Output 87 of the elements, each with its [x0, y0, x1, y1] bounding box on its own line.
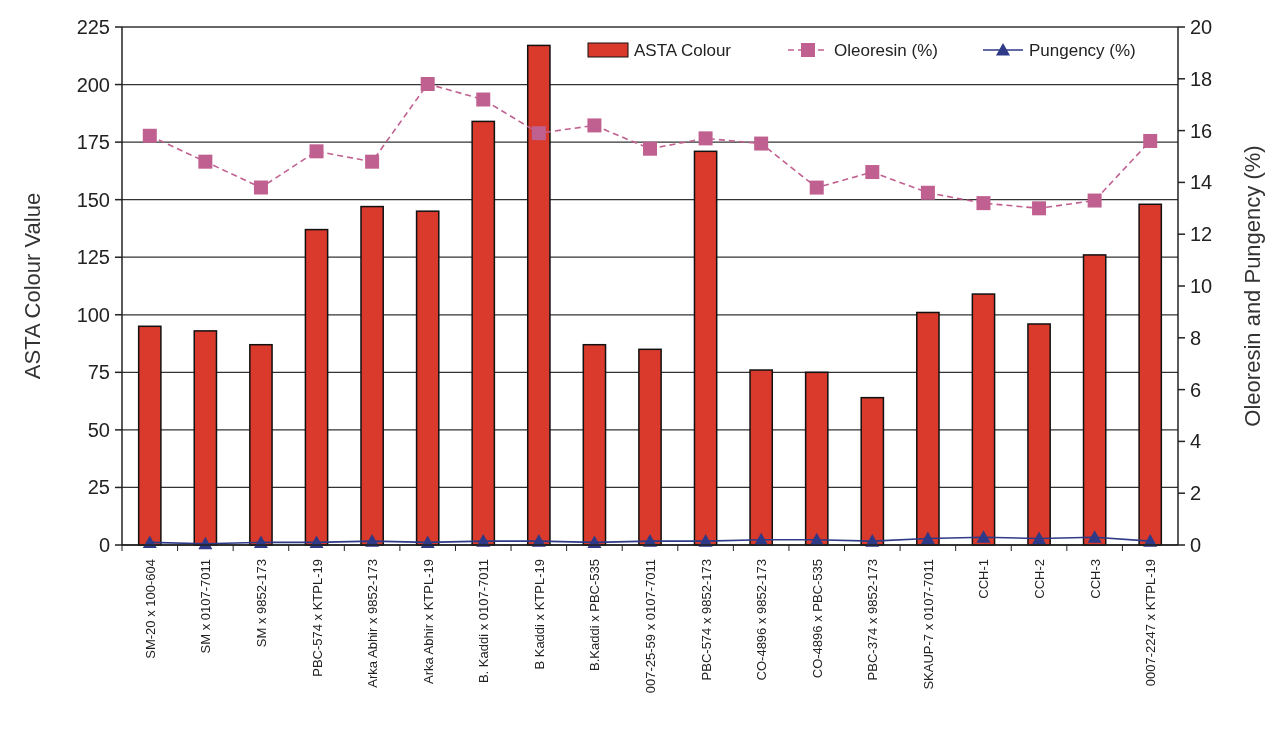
- x-tick-label: CCH-2: [1032, 559, 1048, 599]
- y2-tick-label: 8: [1190, 326, 1202, 349]
- y-axis-title: ASTA Colour Value: [20, 192, 45, 380]
- x-tick-label: SM-20 x 100-604: [142, 559, 158, 659]
- x-tick-label: CCH-3: [1087, 559, 1103, 599]
- point: [365, 154, 380, 169]
- legend-label: ASTA Colour: [634, 40, 732, 60]
- bar: [638, 348, 662, 546]
- point: [865, 165, 880, 180]
- bar: [137, 325, 162, 546]
- bar: [749, 369, 774, 546]
- bar: [693, 150, 718, 546]
- x-tick-label: CO-4896 x 9852-173: [754, 559, 770, 681]
- point: [476, 92, 491, 107]
- point: [809, 180, 824, 195]
- bar: [860, 396, 885, 546]
- legend-label: Oleoresin (%): [834, 40, 938, 60]
- y2-tick-label: 14: [1190, 171, 1213, 194]
- bar: [193, 330, 218, 546]
- bar: [526, 44, 551, 546]
- y-tick-label: 100: [76, 303, 110, 326]
- bar: [971, 293, 996, 546]
- point: [754, 136, 769, 151]
- x-tick-label: CO-4896 x PBC-535: [809, 559, 825, 679]
- bar: [304, 228, 329, 546]
- bar: [804, 371, 829, 546]
- y2-tick-label: 2: [1190, 482, 1202, 505]
- x-tick-label: B. Kaddi x 0107-7011: [476, 559, 492, 684]
- x-tick-label: SM x 9852-173: [253, 559, 269, 648]
- y2-tick-label: 18: [1190, 67, 1213, 90]
- bar: [471, 120, 496, 546]
- y-tick-label: 200: [76, 73, 110, 96]
- bar: [1027, 323, 1051, 546]
- legend-label: Pungency (%): [1029, 40, 1136, 60]
- bar: [1138, 203, 1163, 546]
- y-tick-label: 0: [98, 534, 110, 556]
- x-tick-label: Arka Abhir x 9852-173: [365, 559, 381, 688]
- point: [309, 144, 324, 159]
- x-tick-label: B Kaddi x KTPL-19: [531, 559, 547, 670]
- x-tick-label: SM x 0107-7011: [198, 559, 214, 654]
- point: [698, 131, 713, 146]
- point: [587, 118, 602, 133]
- y-tick-label: 125: [76, 246, 110, 269]
- x-tick-label: 007-25-59 x 0107-7011: [643, 559, 658, 694]
- y-tick-label: 50: [87, 418, 110, 441]
- bar: [360, 205, 384, 546]
- y-tick-label: 175: [76, 131, 110, 154]
- point: [976, 530, 991, 543]
- y2-tick-label: 0: [1190, 534, 1202, 556]
- x-tick-label: PBC-574 x KTPL-19: [309, 559, 325, 677]
- x-tick-label: PBC-374 x 9852-173: [865, 559, 881, 681]
- point: [420, 76, 435, 91]
- y-tick-label: 75: [87, 361, 110, 384]
- point: [1087, 193, 1102, 208]
- x-tick-label: CCH-1: [976, 559, 992, 599]
- bar: [249, 343, 273, 546]
- x-tick-label: B.Kaddi x PBC-535: [587, 559, 603, 672]
- y-tick-label: 150: [76, 188, 110, 211]
- point: [976, 196, 991, 211]
- point: [1032, 531, 1047, 545]
- x-tick-label: Arka Abhir x KTPL-19: [420, 559, 436, 684]
- x-tick-label: 0007-2247 x KTPL-19: [1143, 559, 1159, 687]
- point: [198, 154, 213, 169]
- y2-tick-label: 6: [1190, 378, 1202, 401]
- point: [1087, 530, 1102, 543]
- bar: [916, 311, 940, 546]
- y2-tick-label: 16: [1190, 119, 1213, 142]
- point: [1143, 133, 1158, 148]
- point: [1032, 201, 1047, 216]
- y-tick-label: 225: [76, 16, 110, 38]
- y2-tick-label: 4: [1190, 430, 1202, 453]
- point: [253, 180, 268, 195]
- y2-tick-label: 20: [1190, 16, 1213, 38]
- y-tick-label: 25: [87, 476, 110, 499]
- point: [920, 531, 935, 545]
- bar: [582, 343, 607, 546]
- point: [531, 126, 546, 141]
- y2-axis-title: Oleoresin and Pungency (%): [1240, 145, 1265, 427]
- y2-tick-label: 10: [1190, 275, 1213, 297]
- point: [643, 141, 657, 156]
- y2-tick-label: 12: [1190, 223, 1213, 246]
- x-tick-label: PBC-574 x 9852-173: [698, 559, 714, 681]
- point: [920, 185, 935, 200]
- bar: [415, 210, 440, 546]
- bar: [1082, 254, 1107, 546]
- point: [142, 128, 157, 143]
- x-tick-label: SKAUP-7 x 0107-7011: [920, 559, 936, 690]
